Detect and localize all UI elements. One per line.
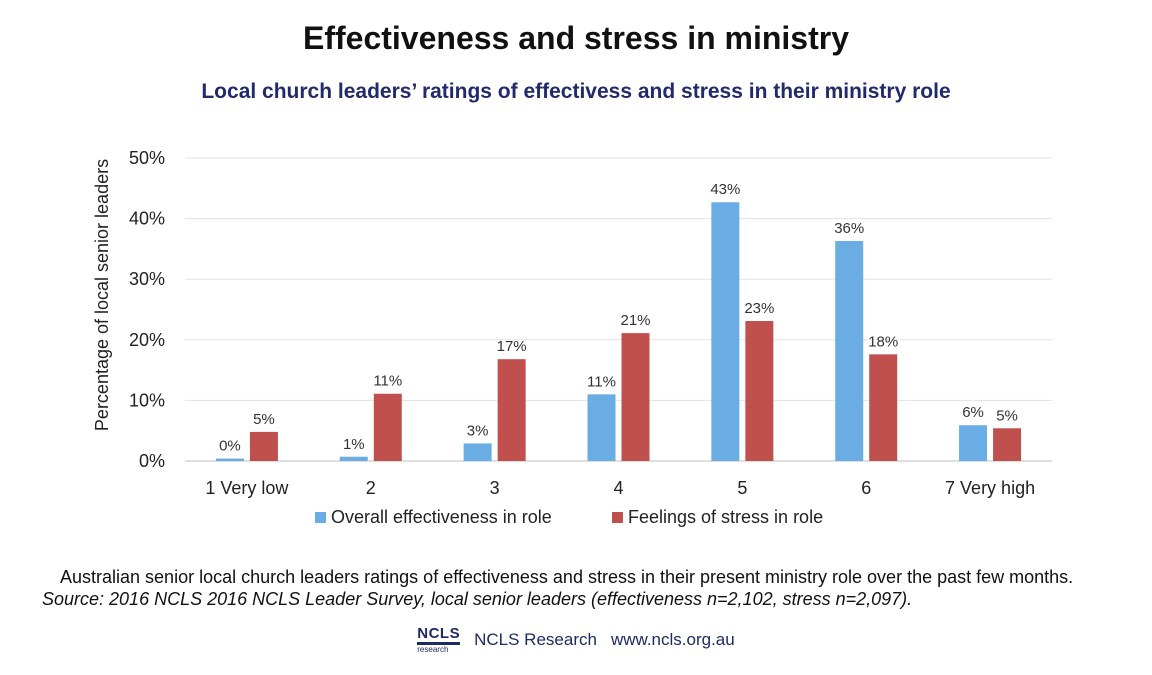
data-label: 17% (497, 338, 527, 355)
bar-stress (249, 431, 278, 461)
y-tick-label: 0% (139, 451, 165, 471)
caption-source: Source: 2016 NCLS 2016 NCLS Leader Surve… (42, 589, 913, 609)
bar-stress (373, 393, 402, 461)
bar-stress (869, 354, 898, 461)
data-label: 36% (834, 220, 864, 237)
footer: NCLS research NCLS Research www.ncls.org… (0, 626, 1152, 654)
y-tick-label: 40% (129, 209, 165, 229)
footer-org: NCLS Research (474, 630, 597, 649)
bar-effectiveness (835, 241, 864, 461)
ncls-logo: NCLS research (417, 626, 461, 654)
data-label: 5% (253, 411, 275, 428)
legend-label-effectiveness: Overall effectiveness in role (331, 507, 552, 527)
legend-swatch-stress (612, 512, 623, 523)
legend-label-stress: Feelings of stress in role (628, 507, 823, 527)
chart-title: Effectiveness and stress in ministry (303, 20, 849, 56)
chart-subtitle: Local church leaders’ ratings of effecti… (201, 80, 951, 103)
bar-effectiveness (215, 458, 244, 461)
caption-text: Australian senior local church leaders r… (60, 567, 1074, 587)
x-tick-label: 2 (366, 478, 376, 498)
x-tick-label: 1 Very low (205, 478, 289, 498)
data-label: 6% (962, 404, 984, 421)
x-tick-label: 3 (490, 478, 500, 498)
data-label: 43% (710, 181, 740, 198)
data-label: 11% (587, 373, 616, 390)
x-tick-label: 6 (861, 478, 871, 498)
bar-stress (497, 359, 526, 461)
data-label: 11% (373, 373, 402, 390)
data-label: 21% (620, 312, 650, 329)
figure-caption: Australian senior local church leaders r… (42, 566, 1117, 610)
bar-effectiveness (463, 443, 492, 461)
x-tick-label: 5 (737, 478, 747, 498)
x-tick-label: 7 Very high (945, 478, 1035, 498)
data-label: 3% (467, 422, 489, 439)
y-tick-label: 10% (129, 390, 165, 410)
y-tick-label: 50% (129, 148, 165, 168)
data-label: 23% (744, 300, 774, 317)
data-label: 1% (343, 436, 365, 453)
y-tick-label: 20% (129, 330, 165, 350)
data-label: 18% (868, 333, 898, 350)
bar-effectiveness (339, 456, 368, 461)
x-tick-label: 4 (613, 478, 623, 498)
bar-stress (993, 428, 1022, 461)
bar-stress (621, 333, 650, 461)
bar-chart: 0%10%20%30%40%50%0%5%1 Very low1%11%23%1… (92, 148, 1052, 527)
logo-text: NCLS (417, 626, 461, 645)
bar-effectiveness (711, 202, 740, 461)
legend-swatch-effectiveness (315, 512, 326, 523)
data-label: 5% (996, 407, 1018, 424)
data-label: 0% (219, 438, 241, 455)
y-tick-label: 30% (129, 269, 165, 289)
footer-url[interactable]: www.ncls.org.au (610, 630, 735, 649)
bar-effectiveness (587, 394, 616, 461)
bar-effectiveness (959, 425, 988, 461)
bar-stress (745, 321, 774, 461)
y-axis-label: Percentage of local senior leaders (92, 159, 112, 431)
logo-subtext: research (417, 645, 449, 654)
